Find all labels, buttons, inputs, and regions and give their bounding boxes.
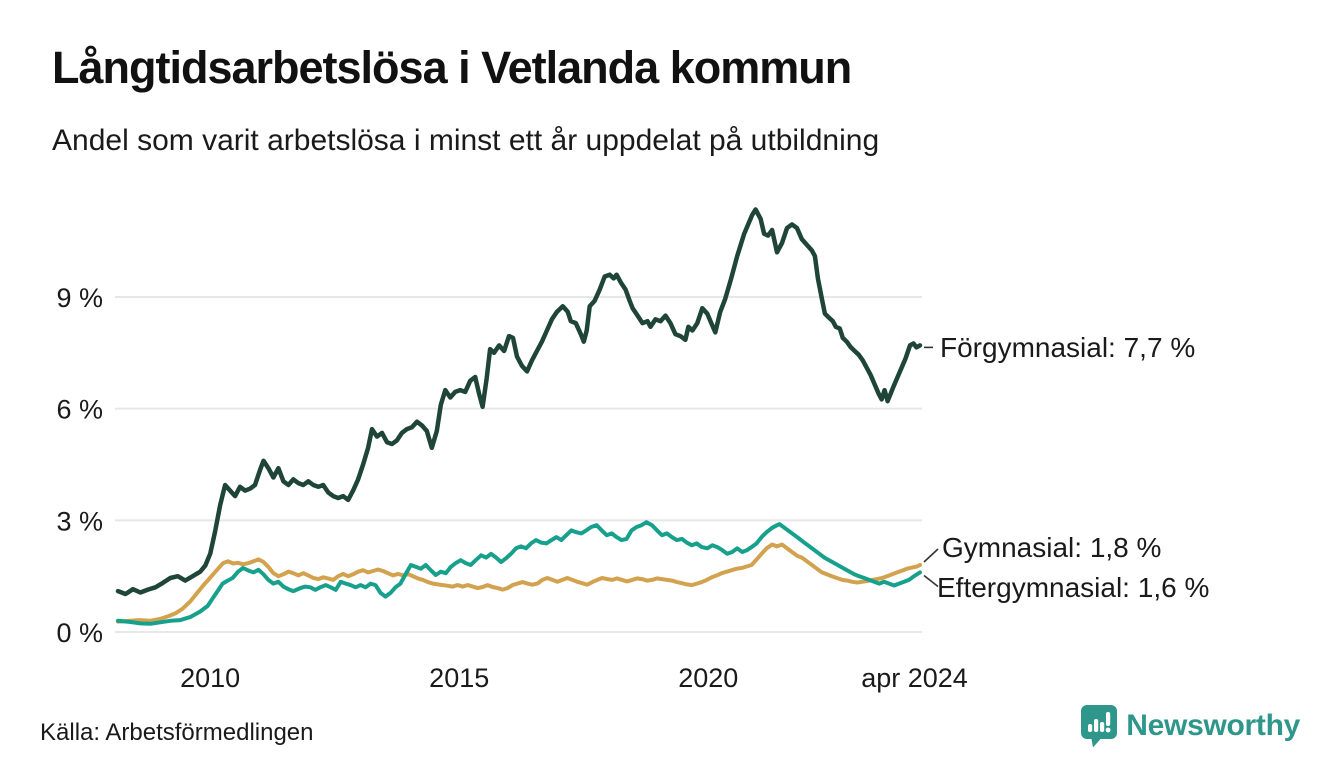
source-note: Källa: Arbetsförmedlingen xyxy=(40,719,314,746)
newsworthy-logo-icon xyxy=(1080,704,1118,748)
x-tick-label: 2010 xyxy=(180,663,240,693)
series-label-forgymnasial: Förgymnasial: 7,7 % xyxy=(940,332,1196,363)
newsworthy-logo: Newsworthy xyxy=(1080,704,1300,748)
y-tick-label: 9 % xyxy=(56,283,103,313)
series-line-förgymnasial xyxy=(115,207,923,597)
y-tick-label: 6 % xyxy=(56,395,103,425)
series-line-gymnasial xyxy=(116,542,922,624)
x-tick-label: 2015 xyxy=(429,663,489,693)
y-tick-label: 0 % xyxy=(56,618,103,648)
x-tick-label: 2020 xyxy=(678,663,738,693)
page-title: Långtidsarbetslösa i Vetlanda kommun xyxy=(52,42,852,93)
series-label-eftergymnasial: Eftergymnasial: 1,6 % xyxy=(937,572,1210,603)
series-label-gymnasial: Gymnasial: 1,8 % xyxy=(942,532,1162,563)
y-tick-label: 3 % xyxy=(56,506,103,536)
page-subtitle: Andel som varit arbetslösa i minst ett å… xyxy=(52,124,880,157)
x-tick-label: apr 2024 xyxy=(861,663,968,693)
newsworthy-logo-text: Newsworthy xyxy=(1126,709,1300,742)
annotation-connector xyxy=(923,548,939,563)
series-line-eftergymnasial xyxy=(116,520,922,626)
annotation-connector xyxy=(923,574,939,588)
